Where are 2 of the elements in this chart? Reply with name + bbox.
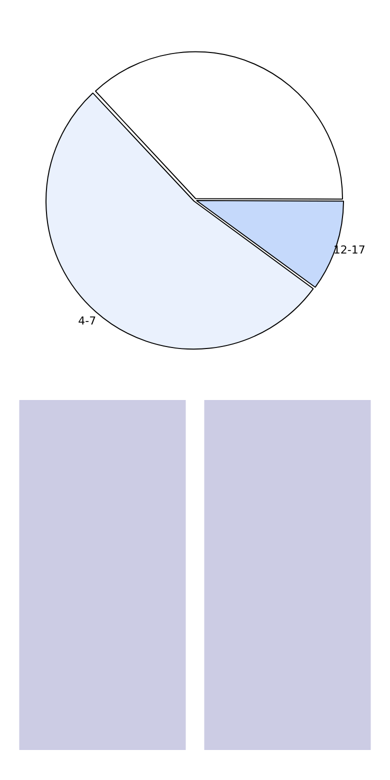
slice-label: 4-7 (78, 314, 96, 328)
slice-label: 12-17 (333, 244, 366, 257)
